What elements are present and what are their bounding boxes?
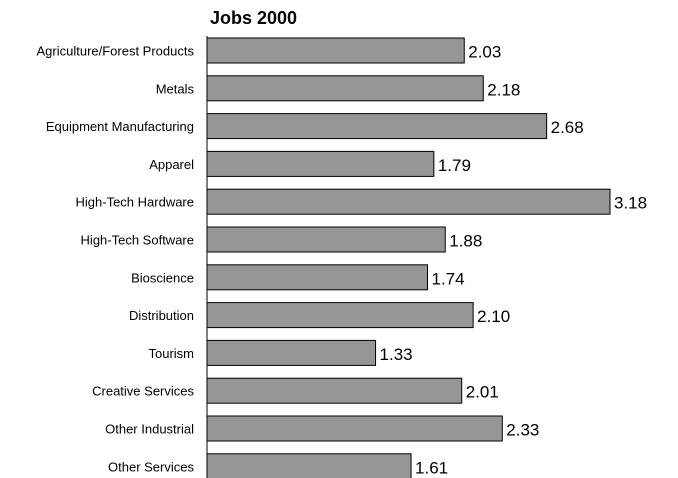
bar-11 bbox=[206, 453, 412, 478]
bar-4 bbox=[206, 188, 611, 215]
category-label-10: Other Industrial bbox=[105, 422, 194, 437]
category-label-6: Bioscience bbox=[131, 270, 194, 285]
category-label-5: High-Tech Software bbox=[81, 233, 194, 248]
value-label-4: 3.18 bbox=[614, 194, 647, 213]
bar-7 bbox=[206, 302, 474, 329]
bar-2 bbox=[206, 113, 548, 140]
chart-title: Jobs 2000 bbox=[210, 8, 297, 28]
value-label-3: 1.79 bbox=[438, 156, 471, 175]
category-label-8: Tourism bbox=[148, 346, 194, 361]
bar-10 bbox=[206, 415, 503, 442]
bar-3 bbox=[206, 150, 435, 177]
value-label-11: 1.61 bbox=[415, 458, 448, 477]
category-label-7: Distribution bbox=[129, 308, 194, 323]
bar-9 bbox=[206, 377, 463, 404]
category-label-1: Metals bbox=[156, 81, 195, 96]
value-label-6: 1.74 bbox=[432, 269, 465, 288]
value-label-5: 1.88 bbox=[449, 232, 482, 251]
bar-5 bbox=[206, 226, 446, 253]
category-label-3: Apparel bbox=[149, 157, 194, 172]
category-label-0: Agriculture/Forest Products bbox=[36, 44, 194, 59]
value-label-0: 2.03 bbox=[468, 43, 501, 62]
category-label-9: Creative Services bbox=[92, 384, 194, 399]
category-label-2: Equipment Manufacturing bbox=[46, 119, 194, 134]
value-label-7: 2.10 bbox=[477, 307, 510, 326]
value-label-8: 1.33 bbox=[380, 345, 413, 364]
value-label-2: 2.68 bbox=[551, 118, 584, 137]
category-label-4: High-Tech Hardware bbox=[76, 195, 195, 210]
value-label-9: 2.01 bbox=[466, 383, 499, 402]
bar-0 bbox=[206, 37, 465, 64]
bar-1 bbox=[206, 75, 484, 102]
value-label-10: 2.33 bbox=[506, 421, 539, 440]
bar-6 bbox=[206, 264, 429, 291]
category-label-11: Other Services bbox=[108, 459, 194, 474]
bar-8 bbox=[206, 339, 377, 366]
value-label-1: 2.18 bbox=[487, 80, 520, 99]
